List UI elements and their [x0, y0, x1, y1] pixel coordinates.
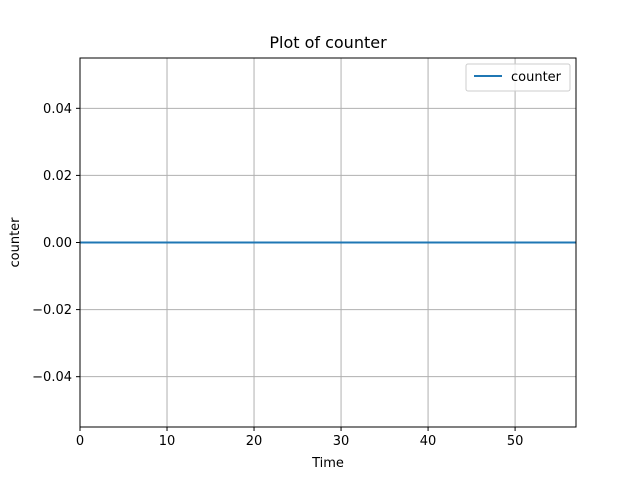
- x-axis-label: Time: [311, 456, 344, 471]
- x-tick-label: 20: [246, 434, 263, 449]
- chart-title: Plot of counter: [269, 33, 387, 52]
- x-tick-label: 50: [507, 434, 524, 449]
- legend-label: counter: [511, 70, 562, 85]
- y-tick-label: 0.02: [43, 169, 72, 184]
- y-axis-ticks: −0.04 −0.02 0.00 0.02 0.04: [32, 102, 80, 385]
- legend-box: [465, 63, 571, 92]
- y-axis-label: counter: [8, 217, 23, 268]
- x-tick-label: 0: [76, 434, 84, 449]
- x-tick-label: 30: [333, 434, 350, 449]
- x-axis-ticks: 0 10 20 30 40 50: [76, 427, 524, 449]
- x-tick-label: 40: [420, 434, 437, 449]
- y-tick-label: 0.04: [43, 102, 72, 117]
- y-tick-label: 0.00: [43, 236, 72, 251]
- y-tick-label: −0.04: [32, 370, 72, 385]
- x-tick-label: 10: [159, 434, 176, 449]
- legend: counter: [465, 63, 571, 92]
- y-tick-label: −0.02: [32, 303, 72, 318]
